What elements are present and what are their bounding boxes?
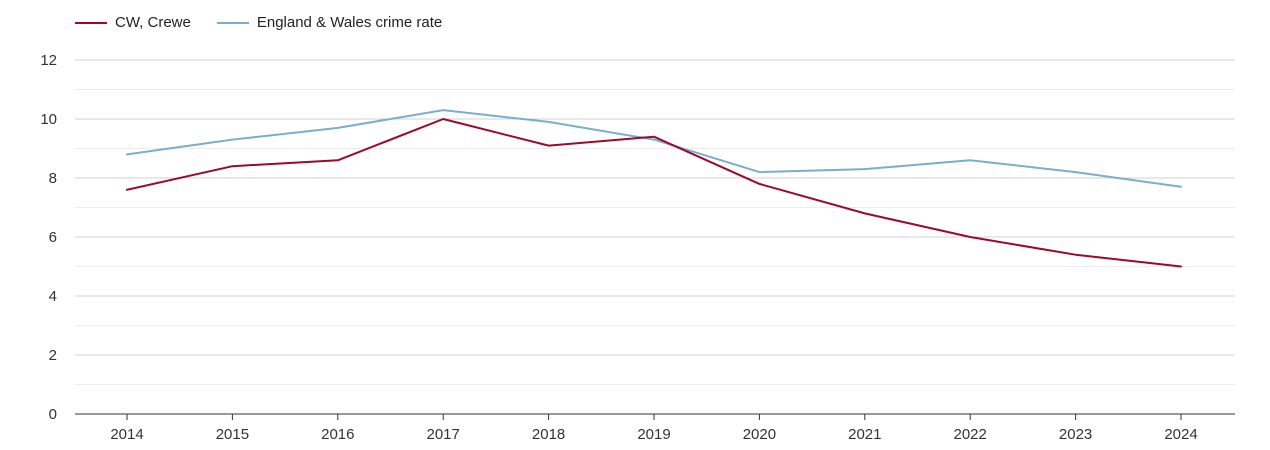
legend-swatch-england-wales xyxy=(216,21,249,24)
legend-item-crewe[interactable]: CW, Crewe xyxy=(75,14,191,31)
legend-swatch-crewe xyxy=(75,21,107,24)
x-tick-label: 2020 xyxy=(743,426,776,443)
x-tick-label: 2021 xyxy=(848,426,881,443)
y-tick-label: 2 xyxy=(49,347,57,364)
legend-label-crewe: CW, Crewe xyxy=(115,14,191,31)
legend-label-england-wales: England & Wales crime rate xyxy=(256,14,443,31)
x-tick-label: 2016 xyxy=(321,426,354,443)
y-tick-label: 12 xyxy=(40,52,57,69)
x-tick-label: 2022 xyxy=(954,426,987,443)
x-tick-label: 2014 xyxy=(110,426,143,443)
x-tick-label: 2018 xyxy=(532,426,565,443)
y-tick-label: 4 xyxy=(49,288,57,305)
y-tick-label: 8 xyxy=(49,170,57,187)
x-tick-label: 2023 xyxy=(1059,426,1092,443)
legend: CW, Crewe England & Wales crime rate xyxy=(75,14,442,31)
series-line-crewe xyxy=(126,118,1182,268)
x-tick-label: 2019 xyxy=(637,426,670,443)
y-tick-label: 6 xyxy=(49,229,57,246)
y-tick-label: 10 xyxy=(40,111,57,128)
x-tick-label: 2024 xyxy=(1164,426,1197,443)
legend-item-england-wales[interactable]: England & Wales crime rate xyxy=(216,14,443,31)
x-tick-label: 2017 xyxy=(427,426,460,443)
series-line-england-wales xyxy=(126,109,1182,188)
y-tick-label: 0 xyxy=(49,406,57,423)
x-tick-label: 2015 xyxy=(216,426,249,443)
